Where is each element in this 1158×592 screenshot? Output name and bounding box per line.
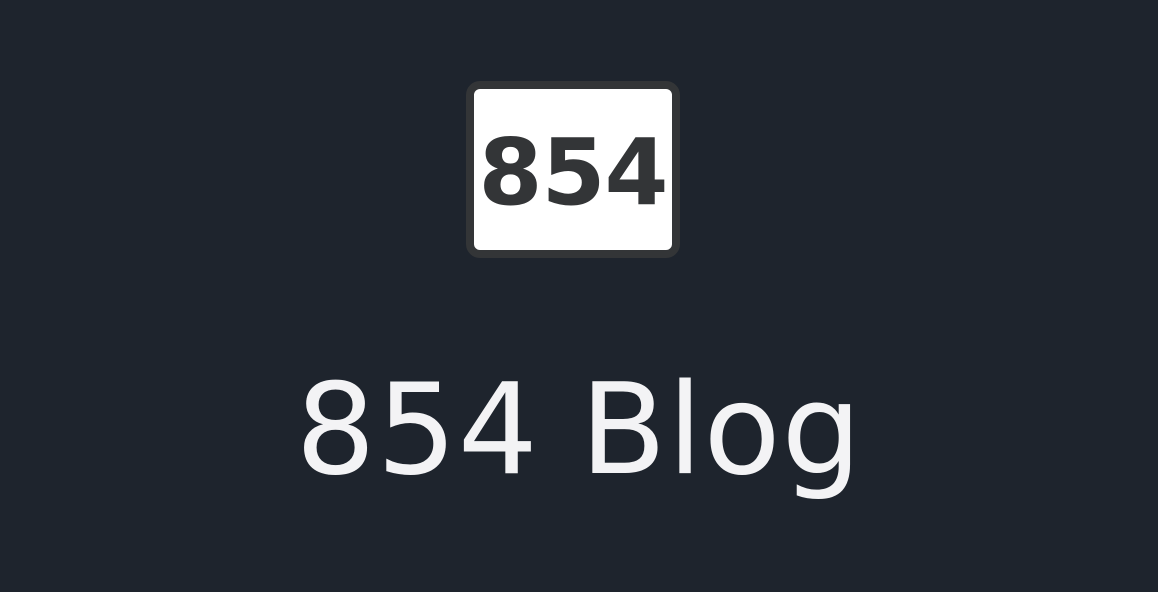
logo-number: 854 [478,118,668,226]
site-title: 854 Blog [295,356,863,503]
number-badge-logo-icon: 854 [466,81,680,258]
